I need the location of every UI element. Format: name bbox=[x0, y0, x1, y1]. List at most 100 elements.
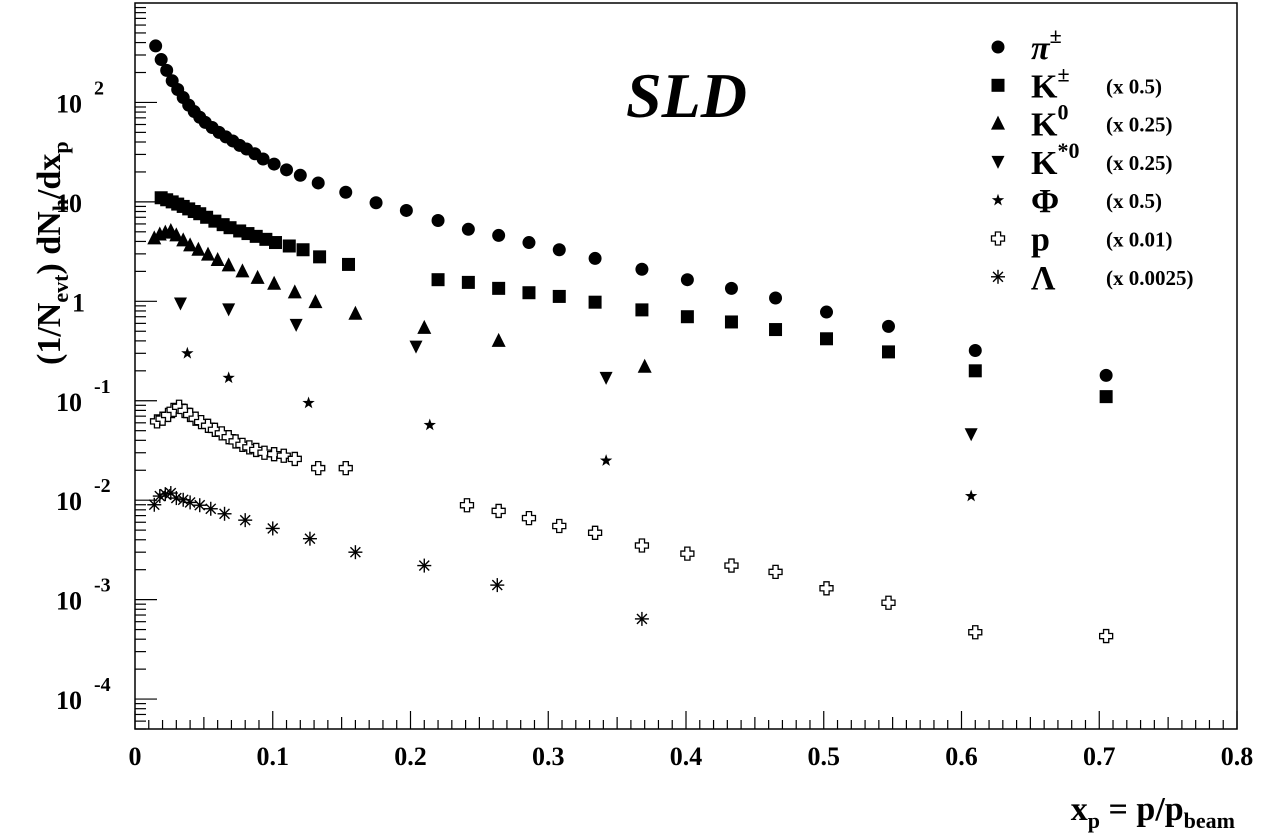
y-axis-title: (1/Nevt) dNh/dxp bbox=[31, 141, 73, 365]
y-title-mid2: /dx bbox=[31, 154, 68, 200]
data-point bbox=[280, 163, 294, 177]
data-point bbox=[257, 445, 272, 460]
series-3-triangle-down bbox=[173, 297, 978, 442]
y-tick-exponent: -1 bbox=[94, 376, 111, 398]
data-point bbox=[1099, 390, 1113, 404]
asterisk-stroke bbox=[418, 560, 430, 572]
data-point bbox=[431, 273, 445, 287]
data-point bbox=[968, 364, 982, 378]
data-point bbox=[461, 275, 475, 289]
data-point bbox=[423, 418, 436, 431]
data-point bbox=[147, 497, 162, 512]
data-point bbox=[210, 252, 225, 267]
asterisk-stroke bbox=[267, 522, 279, 534]
asterisk-stroke bbox=[239, 514, 251, 526]
legend-scale-factor: (x 0.5) bbox=[1106, 74, 1162, 98]
data-point bbox=[881, 345, 895, 359]
asterisk-stroke bbox=[491, 579, 503, 591]
experiment-label: SLD bbox=[626, 60, 747, 131]
y-title-mid: ) dN bbox=[31, 211, 68, 275]
data-point bbox=[222, 371, 235, 384]
data-point bbox=[276, 448, 291, 463]
legend-series-name: K± bbox=[1031, 61, 1070, 105]
data-point bbox=[287, 284, 302, 299]
y-title-sub2: h bbox=[48, 199, 73, 211]
data-point bbox=[881, 319, 895, 333]
data-point bbox=[238, 513, 253, 528]
data-point bbox=[634, 611, 649, 626]
data-point bbox=[724, 281, 738, 295]
data-point bbox=[587, 525, 603, 540]
y-tick-exponent: -4 bbox=[94, 674, 111, 696]
data-point bbox=[491, 332, 506, 347]
series-4-star bbox=[181, 346, 978, 502]
data-point bbox=[181, 346, 194, 359]
data-point bbox=[169, 227, 184, 242]
data-point bbox=[588, 295, 602, 309]
x-tick-label: 0.2 bbox=[394, 742, 427, 771]
asterisk-stroke bbox=[349, 546, 361, 558]
x-tick-label: 0.5 bbox=[808, 742, 841, 771]
asterisk-stroke bbox=[992, 271, 1004, 283]
y-tick-exponent: -2 bbox=[94, 475, 111, 497]
data-point bbox=[820, 305, 834, 319]
data-point bbox=[250, 269, 265, 284]
asterisk-stroke bbox=[177, 494, 189, 506]
x-title-sub2: beam bbox=[1184, 808, 1235, 833]
data-point bbox=[680, 310, 694, 324]
y-title-main: (1/N bbox=[31, 302, 68, 365]
data-point bbox=[768, 564, 783, 580]
x-axis-title: xp = p/pbeam bbox=[1071, 791, 1235, 833]
data-point bbox=[820, 332, 834, 346]
data-point bbox=[964, 489, 978, 502]
y-tick-label: 1 bbox=[72, 288, 85, 317]
data-point bbox=[311, 460, 326, 476]
data-point bbox=[176, 232, 191, 247]
data-point bbox=[417, 319, 432, 334]
asterisk-stroke bbox=[184, 496, 196, 508]
data-point bbox=[302, 396, 315, 409]
data-point bbox=[968, 344, 982, 358]
data-point bbox=[521, 510, 537, 526]
legend: π±K± (x 0.5) K0 (x 0.25) K*0 (x 0.25) Φ (x 0.5)… bbox=[990, 23, 1194, 297]
data-point bbox=[339, 185, 353, 199]
y-title-sub3: p bbox=[48, 141, 73, 153]
data-point bbox=[964, 428, 978, 442]
legend-series-name: p bbox=[1031, 222, 1050, 259]
data-point bbox=[635, 262, 649, 276]
data-point bbox=[267, 157, 281, 171]
data-point bbox=[492, 228, 506, 242]
y-tick-exponent: -3 bbox=[94, 575, 111, 597]
legend-series-name: K*0 bbox=[1031, 138, 1079, 182]
legend-series-name: Λ bbox=[1031, 260, 1056, 297]
data-point bbox=[289, 318, 303, 332]
y-tick-label: 10 bbox=[56, 686, 82, 715]
data-point bbox=[192, 498, 207, 513]
x-title-mid: = p/p bbox=[1100, 791, 1184, 828]
data-point bbox=[147, 230, 162, 245]
data-point bbox=[1099, 368, 1113, 382]
y-tick-label: 10 bbox=[56, 89, 82, 118]
data-point bbox=[409, 340, 423, 354]
data-point bbox=[183, 495, 198, 510]
series-1-square bbox=[154, 191, 1113, 404]
data-point bbox=[338, 460, 353, 476]
data-point bbox=[311, 176, 325, 190]
data-point bbox=[552, 243, 566, 257]
data-point bbox=[1098, 628, 1114, 644]
asterisk-stroke bbox=[636, 613, 648, 625]
data-point bbox=[399, 203, 413, 217]
data-point bbox=[302, 531, 317, 546]
series-2-triangle-up bbox=[147, 222, 652, 373]
data-point bbox=[680, 546, 695, 561]
data-point bbox=[637, 358, 652, 373]
data-point bbox=[881, 595, 896, 610]
asterisk-stroke bbox=[148, 499, 160, 511]
series-5-open-cross bbox=[149, 399, 1114, 644]
asterisk-stroke bbox=[170, 492, 182, 504]
data-point bbox=[599, 371, 613, 385]
data-point bbox=[235, 263, 250, 278]
data-point bbox=[308, 294, 323, 309]
data-point bbox=[491, 503, 506, 519]
x-title-main: x bbox=[1071, 791, 1088, 828]
